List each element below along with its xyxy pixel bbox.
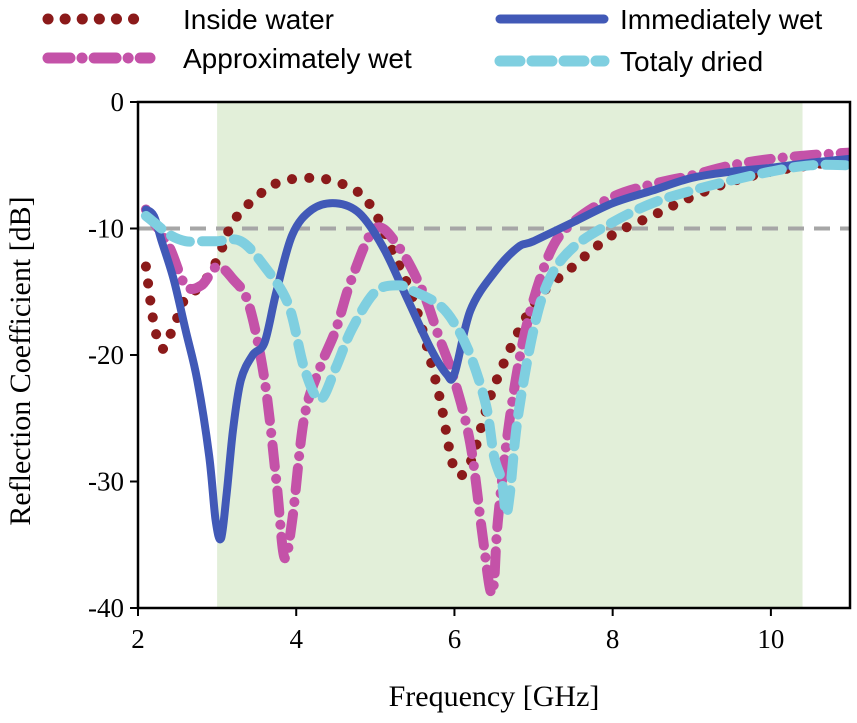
y-tick-label: 0: [111, 87, 125, 117]
legend-label-totaly-dried: Totaly dried: [620, 46, 763, 77]
x-axis-title: Frequency [GHz]: [389, 680, 600, 713]
series-line-totaly-dried: [140, 159, 850, 519]
series-line-inside-water: [140, 153, 850, 481]
y-tick-label: -30: [88, 467, 124, 497]
y-axis-title: Reflection Coefficient [dB]: [4, 196, 37, 525]
y-tick-label: -40: [88, 593, 124, 623]
x-tick-label: 6: [448, 624, 462, 654]
y-tick-label: -20: [88, 340, 124, 370]
series-line-immediately-wet: [141, 154, 850, 544]
x-tick-label: 8: [606, 624, 620, 654]
legend: Inside water Immediately wet Approximately…: [42, 4, 823, 77]
y-tick-label: -10: [88, 214, 124, 244]
x-tick-label: 4: [289, 624, 303, 654]
legend-label-inside-water: Inside water: [183, 4, 334, 35]
legend-label-immediately-wet: Immediately wet: [620, 4, 823, 35]
axes: 0 -10 -20 -30 -402 4 6 8 10 Frequency [GHz] Reflec…: [4, 87, 852, 713]
plot-area: [138, 102, 850, 608]
legend-label-approximately-wet: Approximately wet: [183, 43, 412, 74]
x-tick-label: 10: [757, 624, 784, 654]
x-tick-label: 2: [131, 624, 145, 654]
